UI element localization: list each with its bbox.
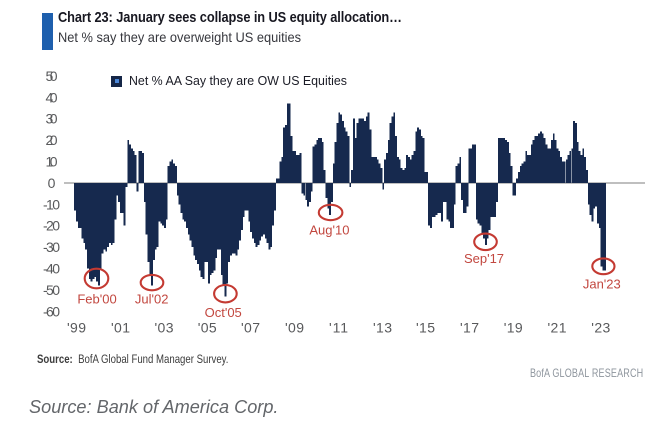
svg-text:'05: '05 [198,320,217,336]
svg-text:-20: -20 [43,218,60,234]
svg-text:-40: -40 [43,261,60,277]
svg-text:'07: '07 [241,320,260,336]
svg-text:'23: '23 [591,320,610,336]
svg-text:-60: -60 [43,303,60,319]
svg-text:0: 0 [48,175,56,191]
svg-text:'21: '21 [548,320,567,336]
svg-text:Sep'17: Sep'17 [464,251,504,266]
svg-text:'01: '01 [111,320,130,336]
svg-text:Jul'02: Jul'02 [135,292,169,307]
svg-text:10: 10 [46,154,58,170]
svg-text:'11: '11 [329,320,348,336]
svg-text:'09: '09 [285,320,304,336]
svg-text:'99: '99 [67,320,86,336]
svg-text:Oct'05: Oct'05 [205,305,242,320]
svg-text:Jan'23: Jan'23 [583,277,621,292]
svg-text:'15: '15 [416,320,435,336]
svg-text:Feb'00: Feb'00 [77,292,116,307]
svg-text:-30: -30 [43,239,60,255]
svg-text:'17: '17 [460,320,479,336]
svg-text:-10: -10 [43,196,60,212]
svg-text:40: 40 [46,89,58,105]
svg-text:50: 50 [46,68,58,84]
svg-text:20: 20 [46,132,58,148]
svg-text:-50: -50 [43,282,60,298]
svg-text:'13: '13 [373,320,392,336]
svg-text:30: 30 [46,111,58,127]
svg-text:'19: '19 [504,320,523,336]
svg-text:'03: '03 [155,320,174,336]
svg-text:Aug'10: Aug'10 [309,223,349,238]
